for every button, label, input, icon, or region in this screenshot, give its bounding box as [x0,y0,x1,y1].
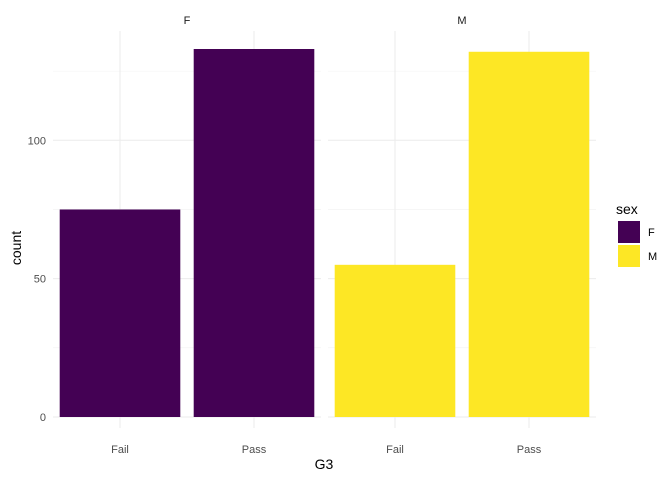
legend-key-M [618,245,640,267]
facet-panel-F: Fail Pass F [53,15,321,456]
bar-F-fail [59,209,181,417]
facet-strip-label: M [457,15,466,27]
x-tick-label: Pass [242,444,267,456]
facet-panel-M: Fail Pass M [328,15,596,456]
bar-M-fail [334,264,456,417]
y-tick-label: 50 [34,274,46,286]
legend-label-F: F [648,227,655,239]
y-tick-label: 100 [28,135,46,147]
legend-key-F [618,221,640,243]
y-tick-label: 0 [40,412,46,424]
x-tick-label: Pass [517,444,542,456]
x-tick-label: Fail [386,444,404,456]
y-axis-ticks: 0 50 100 [28,135,46,424]
bar-M-pass [468,51,590,418]
legend-label-M: M [648,251,657,263]
y-axis-title: count [8,231,24,265]
legend: sex FM [616,201,657,267]
facet-strip-label: F [184,15,191,27]
legend-entries: FM [618,221,657,267]
bar-F-pass [193,49,315,417]
facet-panels: Fail Pass F Fail Pass M [53,15,596,456]
legend-title: sex [616,201,638,217]
x-axis-title: G3 [315,456,334,472]
x-tick-label: Fail [111,444,129,456]
